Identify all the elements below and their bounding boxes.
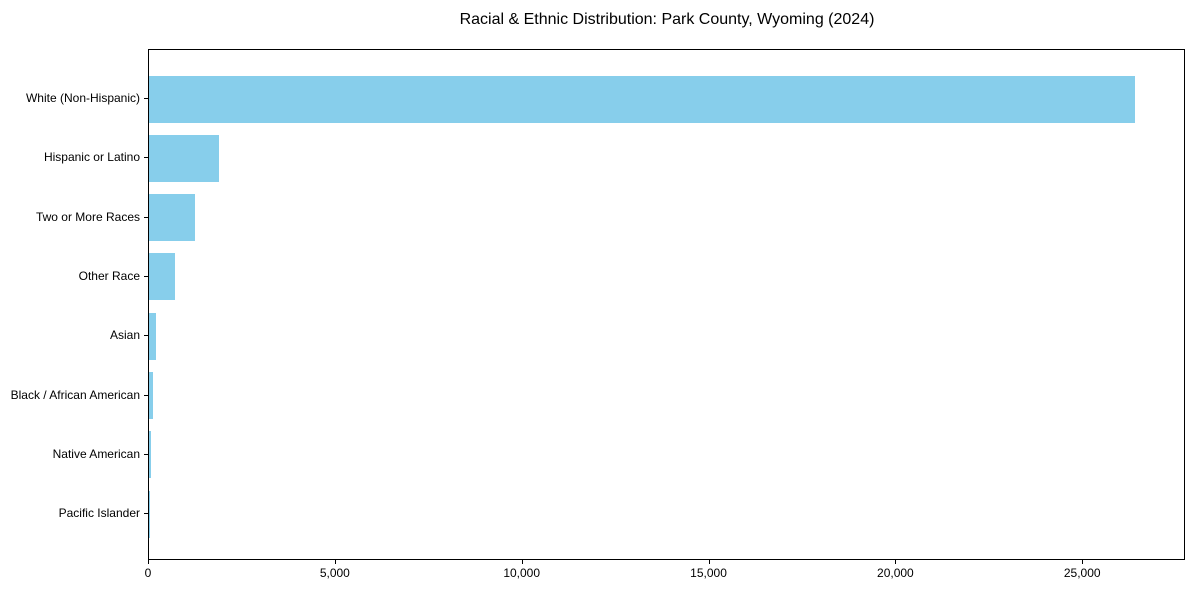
y-tick-label: Hispanic or Latino [43,150,140,165]
bar-native-american [149,431,152,479]
bar-other-race [149,253,176,301]
x-tick-label: 15,000 [690,566,727,580]
x-tick-label: 10,000 [503,566,541,580]
y-tick-mark [144,216,148,218]
x-tick-mark [334,560,336,564]
x-tick-mark [1082,560,1084,564]
y-tick-label: Two or More Races [35,209,140,224]
y-axis-labels: White (Non-Hispanic) Hispanic or Latino Tw… [0,49,140,560]
bar-white-non-hispanic [149,75,1135,123]
plot-area [148,49,1185,560]
y-tick-label: White (Non-Hispanic) [25,91,140,105]
y-tick-mark [144,275,148,277]
bar-hispanic-or-latino [149,134,219,182]
y-tick-label: Pacific Islander [58,506,140,521]
chart-title: Racial & Ethnic Distribution: Park Count… [459,11,875,28]
y-tick-mark [144,394,148,396]
x-tick-mark [148,560,149,564]
y-tick-label: Native American [52,446,140,461]
x-tick-label: 20,000 [877,566,914,580]
x-tick-mark [708,560,710,564]
y-tick-label: Black / African American [10,387,140,402]
bar-two-or-more-races [149,194,195,242]
bar-pacific-islander [149,490,150,538]
bar-black-african-american [149,372,154,419]
x-tick-label: 5,000 [319,566,350,580]
y-tick-mark [144,513,148,515]
y-tick-mark [144,157,148,159]
x-tick-mark [895,560,897,564]
y-tick-mark [144,335,148,337]
x-tick-mark [521,560,523,564]
x-tick-label: 25,000 [1063,566,1101,580]
y-tick-label: Asian [109,328,140,343]
bar-asian [149,312,156,360]
y-tick-mark [144,453,148,455]
x-tick-label: 0 [144,566,152,580]
y-tick-mark [144,98,148,99]
y-tick-label: Other Race [78,268,140,283]
